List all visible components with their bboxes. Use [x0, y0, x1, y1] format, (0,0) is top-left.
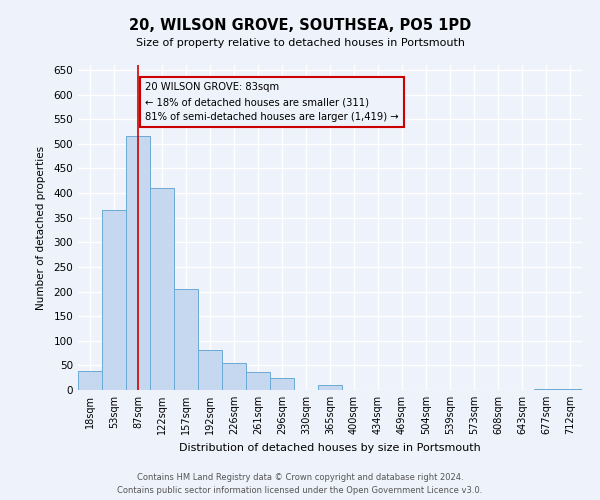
Bar: [198, 350, 222, 390]
Text: 20 WILSON GROVE: 83sqm
← 18% of detached houses are smaller (311)
81% of semi-de: 20 WILSON GROVE: 83sqm ← 18% of detached…: [145, 82, 399, 122]
Text: 20, WILSON GROVE, SOUTHSEA, PO5 1PD: 20, WILSON GROVE, SOUTHSEA, PO5 1PD: [129, 18, 471, 32]
Bar: [246, 372, 270, 390]
X-axis label: Distribution of detached houses by size in Portsmouth: Distribution of detached houses by size …: [179, 442, 481, 452]
Bar: [534, 388, 558, 390]
Bar: [102, 210, 126, 390]
Bar: [222, 363, 246, 390]
Bar: [558, 389, 582, 390]
Bar: [78, 372, 102, 390]
Bar: [174, 289, 198, 390]
Y-axis label: Number of detached properties: Number of detached properties: [37, 146, 46, 310]
Bar: [150, 188, 174, 390]
Text: Size of property relative to detached houses in Portsmouth: Size of property relative to detached ho…: [136, 38, 464, 48]
Bar: [126, 136, 150, 390]
Text: Contains HM Land Registry data © Crown copyright and database right 2024.
Contai: Contains HM Land Registry data © Crown c…: [118, 474, 482, 495]
Bar: [318, 385, 342, 390]
Bar: [270, 378, 294, 390]
